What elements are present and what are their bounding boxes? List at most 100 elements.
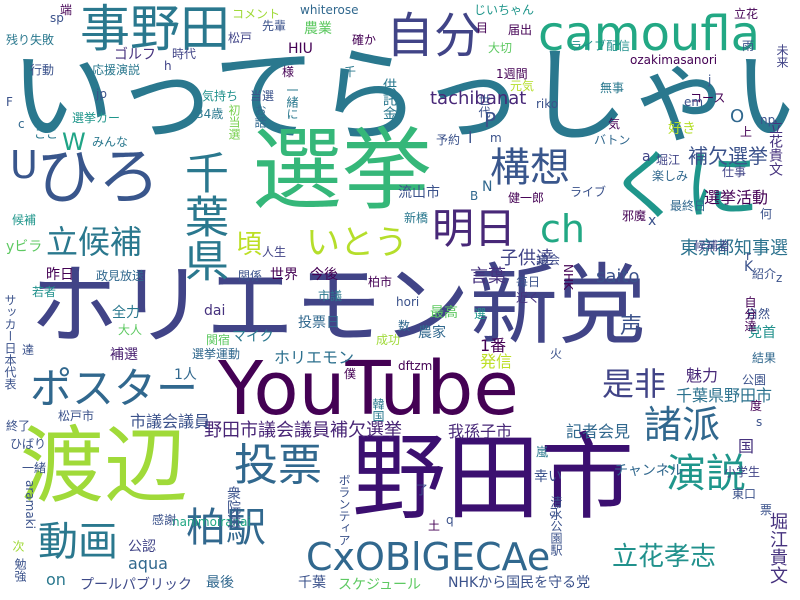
- word: 韓国: [371, 398, 385, 422]
- word: コース: [690, 91, 726, 105]
- word: 上: [740, 125, 753, 139]
- word: 予約: [436, 133, 461, 147]
- word: 是非: [602, 365, 667, 403]
- word: ここ: [34, 127, 59, 141]
- word: 大人: [118, 323, 143, 337]
- word: 魅力: [686, 366, 719, 385]
- word: 候補者: [694, 239, 731, 253]
- word: 農業: [304, 21, 332, 37]
- word: 演説: [666, 451, 746, 497]
- word: F: [6, 95, 13, 109]
- word: ライブ配信: [570, 39, 631, 53]
- word: 言葉: [470, 266, 506, 287]
- word: 目: [476, 21, 489, 35]
- word: 野田市議会議員補欠選挙: [204, 420, 402, 441]
- word: 立候補: [46, 223, 143, 261]
- word: 当選: [250, 89, 275, 103]
- word: dai: [204, 303, 226, 319]
- word: サッカー日本代表: [3, 294, 17, 390]
- word: 世界: [270, 267, 298, 283]
- word: 人生: [262, 245, 287, 259]
- word: 土: [428, 519, 441, 533]
- word: 今後: [310, 267, 338, 283]
- word: 自分: [386, 8, 483, 64]
- word: 次: [11, 540, 25, 552]
- word: 選挙カー: [72, 111, 121, 125]
- word: 関宿: [206, 333, 231, 347]
- word: ホリエモン: [274, 348, 355, 367]
- word: 結果: [752, 351, 777, 365]
- word: 候補: [12, 213, 37, 227]
- word: ご: [548, 505, 561, 519]
- word: x: [648, 213, 657, 229]
- word: O: [730, 106, 745, 127]
- word: sp: [50, 11, 64, 25]
- word: 清水公園駅: [549, 496, 563, 556]
- word: hori: [396, 295, 420, 309]
- word: B: [470, 189, 479, 203]
- word: aqua: [128, 554, 168, 573]
- word: HIU: [288, 41, 313, 57]
- word: 残り失敗: [6, 33, 55, 47]
- word: 松戸市: [58, 409, 95, 423]
- word: 毎日: [516, 275, 541, 289]
- word: NHK: [561, 264, 575, 290]
- word: くに: [608, 141, 760, 230]
- word: 国: [735, 438, 754, 454]
- word: NHKから国民を守る党: [448, 575, 591, 591]
- word: 1番: [480, 336, 507, 355]
- word: 終了: [6, 419, 31, 433]
- word: お話: [253, 104, 267, 128]
- word: P: [484, 108, 497, 132]
- word: 堀江貴文: [767, 512, 788, 584]
- word: 度: [750, 399, 763, 413]
- word: じいちゃん: [474, 3, 535, 17]
- word: ozakimasanori: [630, 53, 718, 67]
- word: q: [446, 513, 454, 527]
- word: ボランティア: [337, 474, 351, 546]
- word: whiterose: [300, 3, 359, 17]
- word: m: [490, 131, 502, 145]
- word: 小学生: [724, 465, 761, 479]
- word: ポスター: [30, 364, 199, 413]
- word: YouTube: [218, 346, 519, 432]
- word: 市議: [318, 289, 343, 303]
- word: 渡辺: [20, 417, 189, 515]
- word: riko: [536, 97, 559, 111]
- word: 1人: [174, 367, 197, 383]
- word: 初当選: [227, 104, 241, 140]
- word: 了: [416, 483, 429, 497]
- word: 勉強: [13, 558, 27, 582]
- word: 事野田: [80, 0, 230, 58]
- word: 確か: [352, 33, 377, 47]
- word: 大切: [488, 41, 513, 55]
- word: 構想: [490, 145, 570, 191]
- word: 千: [344, 65, 357, 79]
- word: 最終日: [670, 199, 707, 213]
- word: 東口: [732, 487, 757, 501]
- word: s: [756, 415, 763, 429]
- word: z: [776, 271, 783, 285]
- word: a: [642, 149, 651, 165]
- word: 柏市: [368, 275, 393, 289]
- word: いとう: [306, 223, 408, 263]
- word: 様: [282, 65, 295, 79]
- word: ゴルフ: [114, 47, 156, 63]
- word: いってらっしゃい: [10, 35, 800, 157]
- word: 選挙活動: [704, 188, 769, 207]
- word: ch: [540, 207, 585, 251]
- word: 数: [398, 319, 411, 333]
- word: nanimoiranai: [172, 515, 251, 529]
- word: 自分達: [743, 296, 757, 332]
- word: 最後: [206, 575, 234, 591]
- word: aramaki: [23, 480, 37, 529]
- word: 東京都知事選: [680, 238, 788, 259]
- word: ひろ: [36, 140, 161, 213]
- word: N: [482, 179, 493, 195]
- word: c: [18, 117, 25, 131]
- word: 流山市: [398, 185, 440, 201]
- word: 端: [60, 3, 73, 17]
- word: j: [708, 73, 712, 87]
- word: 34歳: [196, 107, 224, 121]
- word: K: [744, 259, 754, 275]
